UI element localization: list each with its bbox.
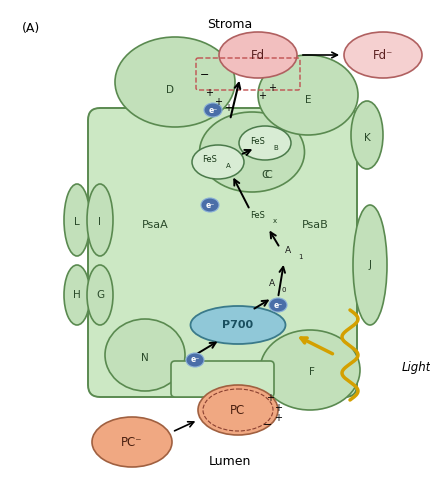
Text: P700: P700	[222, 320, 253, 330]
Text: A: A	[284, 246, 290, 254]
Text: F: F	[308, 367, 314, 377]
Text: PC⁻: PC⁻	[121, 435, 142, 448]
Text: E: E	[304, 95, 310, 105]
Text: A: A	[225, 163, 230, 169]
Text: +: +	[273, 413, 281, 423]
Ellipse shape	[200, 198, 218, 212]
Ellipse shape	[239, 126, 290, 160]
Text: x: x	[272, 218, 276, 224]
Text: PsaB: PsaB	[301, 220, 328, 230]
Text: C: C	[261, 170, 268, 180]
Ellipse shape	[199, 112, 304, 192]
Ellipse shape	[218, 32, 296, 78]
Text: K: K	[363, 133, 369, 143]
Text: Stroma: Stroma	[207, 18, 252, 31]
Text: −: −	[263, 420, 272, 430]
Text: Fd⁻: Fd⁻	[372, 48, 392, 62]
Ellipse shape	[87, 265, 113, 325]
Text: e⁻: e⁻	[273, 301, 282, 309]
Text: N: N	[141, 353, 148, 363]
Text: (A): (A)	[22, 22, 40, 35]
Ellipse shape	[92, 417, 172, 467]
Text: e⁻: e⁻	[205, 200, 214, 209]
Ellipse shape	[64, 184, 90, 256]
Text: +: +	[205, 88, 212, 98]
Text: e⁻: e⁻	[208, 106, 217, 115]
Text: +: +	[214, 97, 221, 107]
Text: 1: 1	[297, 254, 301, 260]
Text: G: G	[96, 290, 104, 300]
Ellipse shape	[258, 55, 357, 135]
Text: FeS: FeS	[250, 210, 265, 219]
Text: I: I	[98, 217, 101, 227]
Text: +: +	[258, 91, 265, 101]
Ellipse shape	[259, 330, 359, 410]
Ellipse shape	[191, 145, 243, 179]
Ellipse shape	[186, 353, 203, 367]
Ellipse shape	[268, 298, 286, 312]
Text: +: +	[224, 103, 231, 113]
Text: PsaA: PsaA	[141, 220, 168, 230]
Ellipse shape	[115, 37, 234, 127]
Text: B: B	[273, 145, 278, 151]
Text: 0: 0	[281, 287, 286, 293]
Ellipse shape	[343, 32, 421, 78]
Text: Fd: Fd	[250, 48, 264, 62]
Ellipse shape	[190, 306, 285, 344]
Ellipse shape	[197, 385, 277, 435]
Text: FeS: FeS	[250, 137, 265, 145]
Text: H: H	[73, 290, 81, 300]
Text: L: L	[74, 217, 80, 227]
Ellipse shape	[350, 101, 382, 169]
Ellipse shape	[87, 184, 113, 256]
FancyBboxPatch shape	[88, 108, 356, 397]
Text: +: +	[273, 403, 281, 413]
Text: e⁻: e⁻	[190, 356, 199, 365]
Ellipse shape	[352, 205, 386, 325]
Ellipse shape	[203, 103, 221, 117]
Text: −: −	[200, 70, 209, 80]
Text: D: D	[166, 85, 174, 95]
Text: Lumen: Lumen	[208, 455, 251, 468]
Text: Light: Light	[401, 361, 430, 374]
Ellipse shape	[64, 265, 90, 325]
Text: A: A	[268, 279, 274, 287]
Text: J: J	[368, 260, 371, 270]
Text: PC: PC	[230, 403, 245, 416]
FancyBboxPatch shape	[171, 361, 273, 397]
Text: +: +	[267, 83, 275, 93]
Text: FeS: FeS	[202, 155, 217, 164]
Text: +: +	[265, 393, 273, 403]
Text: C: C	[264, 170, 271, 180]
Ellipse shape	[105, 319, 184, 391]
